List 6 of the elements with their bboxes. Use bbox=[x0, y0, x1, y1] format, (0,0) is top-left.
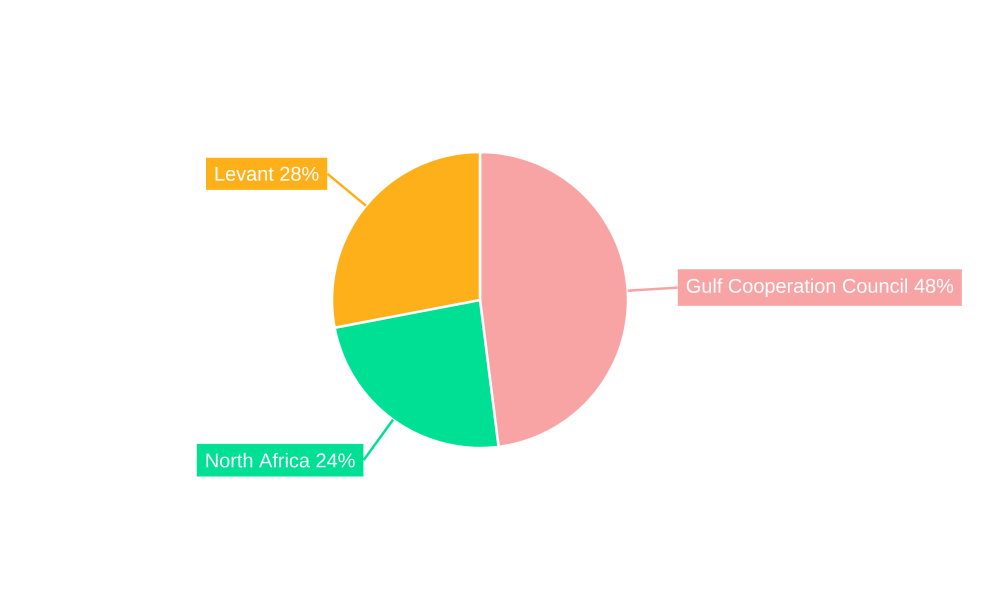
data-label: 24% bbox=[316, 453, 355, 468]
slice-label: Gulf Cooperation Council bbox=[686, 278, 908, 297]
slice-label: North Africa bbox=[206, 452, 310, 468]
data-label: 28% bbox=[280, 166, 319, 181]
slice-label: Levant bbox=[216, 166, 274, 181]
data-label: 48% bbox=[914, 278, 954, 293]
